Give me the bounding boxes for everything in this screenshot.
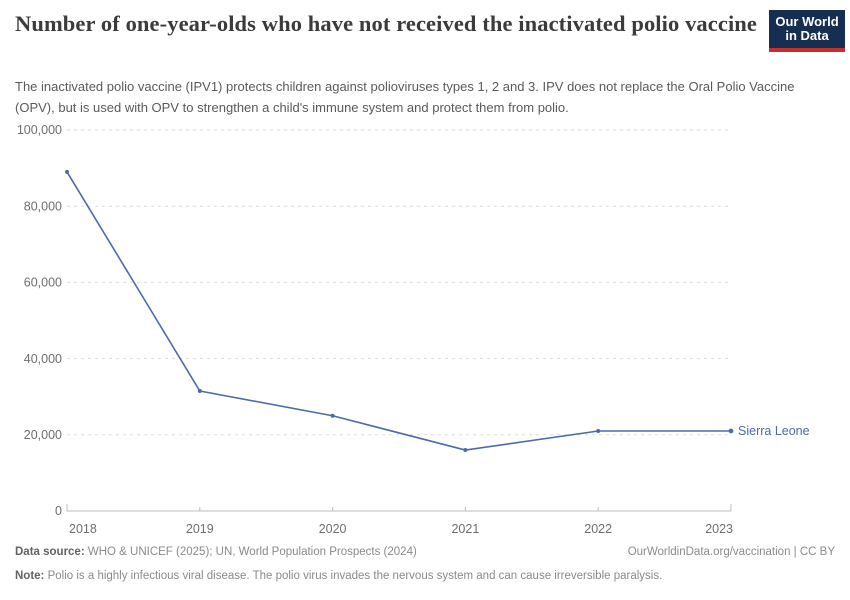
data-point[interactable] xyxy=(728,428,734,434)
data-point[interactable] xyxy=(197,388,202,393)
chart-subtitle: The inactivated polio vaccine (IPV1) pro… xyxy=(15,79,795,115)
y-axis-tick-label: 60,000 xyxy=(24,276,62,290)
data-source: Data source: WHO & UNICEF (2025); UN, Wo… xyxy=(15,544,417,561)
data-point[interactable] xyxy=(65,169,69,174)
owid-logo-line1: Our World xyxy=(775,13,839,29)
data-line[interactable] xyxy=(66,171,732,451)
data-source-label: Data source: xyxy=(15,546,85,558)
page-title: Number of one-year-olds who have not rec… xyxy=(15,11,758,36)
data-point[interactable] xyxy=(463,448,468,453)
y-axis-tick-label: 0 xyxy=(55,504,62,518)
series-label: Sierra Leone xyxy=(738,424,810,438)
owid-logo[interactable]: Our World in Data xyxy=(769,10,845,52)
note-label: Note: xyxy=(15,569,45,582)
note-text: Polio is a highly infectious viral disea… xyxy=(44,569,663,582)
y-axis-tick-label: 20,000 xyxy=(24,428,62,442)
chart-note: Note: Polio is a highly infectious viral… xyxy=(15,568,835,585)
data-point[interactable] xyxy=(330,413,335,418)
y-axis-tick-label: 80,000 xyxy=(24,199,62,213)
chart-footer: Data source: WHO & UNICEF (2025); UN, Wo… xyxy=(15,544,835,584)
x-axis-tick-label: 2021 xyxy=(451,522,479,536)
data-point[interactable] xyxy=(596,428,601,433)
x-axis-tick-label: 2023 xyxy=(705,522,733,536)
x-axis-tick-label: 2019 xyxy=(186,522,214,536)
x-axis-tick-label: 2022 xyxy=(584,522,612,536)
x-axis-tick-label: 2018 xyxy=(69,522,97,536)
y-axis-tick-label: 40,000 xyxy=(24,352,62,366)
owid-logo-line2: in Data xyxy=(785,28,829,43)
data-source-text: WHO & UNICEF (2025); UN, World Populatio… xyxy=(84,546,417,558)
attribution-link[interactable]: OurWorldinData.org/vaccination | CC BY xyxy=(627,546,835,558)
x-axis-tick-label: 2020 xyxy=(319,522,347,536)
y-axis-tick-label: 100,000 xyxy=(17,123,62,137)
